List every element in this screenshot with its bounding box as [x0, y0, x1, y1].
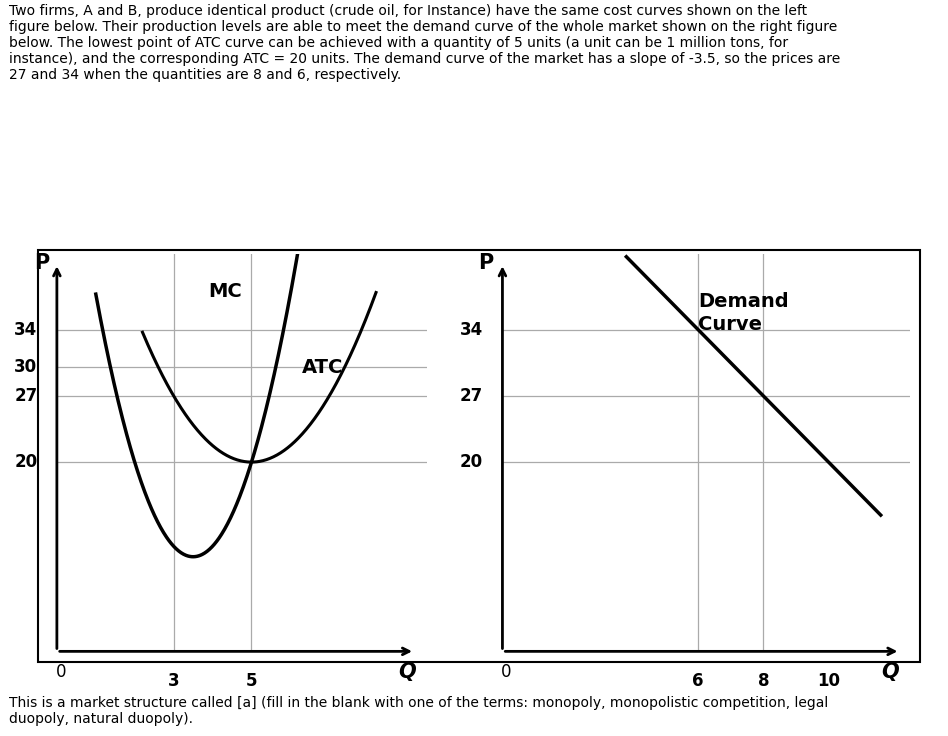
Text: 3: 3: [168, 672, 179, 690]
Text: 0: 0: [56, 663, 66, 682]
Text: 20: 20: [460, 453, 483, 471]
Text: Q: Q: [882, 662, 900, 682]
Text: P: P: [479, 253, 494, 273]
Text: ATC: ATC: [302, 358, 343, 377]
Text: 20: 20: [14, 453, 37, 471]
Text: Demand
Curve: Demand Curve: [698, 291, 789, 334]
Text: 34: 34: [14, 321, 37, 339]
Text: Q: Q: [398, 662, 416, 682]
Text: 0: 0: [501, 663, 511, 682]
Text: 6: 6: [692, 672, 703, 690]
Text: Two firms, A and B, produce identical product (crude oil, for Instance) have the: Two firms, A and B, produce identical pr…: [9, 4, 841, 82]
Text: This is a market structure called [a] (fill in the blank with one of the terms: : This is a market structure called [a] (f…: [9, 696, 829, 726]
Text: MC: MC: [209, 283, 243, 301]
Text: 30: 30: [14, 358, 37, 377]
Text: 10: 10: [817, 672, 840, 690]
Text: 34: 34: [460, 321, 483, 339]
Text: 27: 27: [460, 387, 483, 405]
Text: P: P: [34, 253, 49, 273]
Text: 27: 27: [14, 387, 37, 405]
Text: 8: 8: [757, 672, 769, 690]
Text: 5: 5: [246, 672, 257, 690]
